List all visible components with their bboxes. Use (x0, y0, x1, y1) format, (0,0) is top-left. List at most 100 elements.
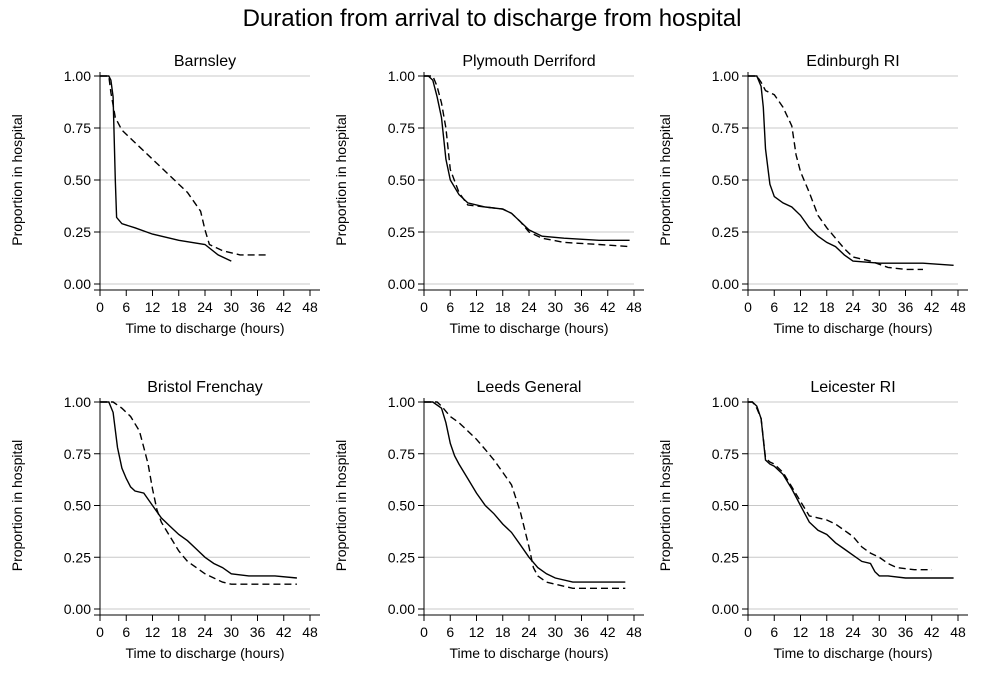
y-tick-label: 0.75 (388, 446, 415, 462)
x-tick-label: 48 (302, 299, 318, 315)
y-tick-label: 0.50 (388, 172, 415, 188)
series-line-solid (100, 401, 297, 579)
y-tick-label: 0.00 (712, 276, 739, 292)
x-tick-label: 18 (495, 624, 511, 640)
x-tick-label: 48 (950, 624, 966, 640)
series-line-solid (424, 401, 626, 583)
panel-title: Leicester RI (810, 379, 895, 396)
x-tick-label: 12 (469, 299, 485, 315)
x-tick-label: 0 (744, 624, 752, 640)
y-tick-label: 0.25 (388, 224, 415, 240)
x-tick-label: 48 (626, 624, 642, 640)
y-tick-label: 0.50 (712, 172, 739, 188)
x-tick-label: 48 (950, 299, 966, 315)
y-tick-label: 1.00 (712, 394, 739, 410)
x-tick-label: 24 (845, 299, 861, 315)
y-tick-label: 0.75 (64, 120, 91, 136)
chart-panel: Plymouth Derriford 0.00 0.25 0.50 0.75 1.00 0 6… (333, 53, 644, 336)
y-tick-label: 0.50 (64, 498, 91, 514)
x-tick-label: 42 (276, 299, 292, 315)
series-line-solid (424, 75, 630, 241)
x-tick-label: 36 (250, 624, 266, 640)
x-tick-label: 12 (145, 299, 161, 315)
series-line-dashed (424, 401, 626, 589)
y-axis-title: Proportion in hospital (9, 440, 25, 572)
x-tick-label: 42 (924, 624, 940, 640)
series-line-dashed (100, 75, 267, 256)
figure-title: Duration from arrival to discharge from … (242, 5, 742, 32)
y-axis-title: Proportion in hospital (333, 114, 349, 246)
y-tick-label: 0.50 (712, 498, 739, 514)
x-tick-label: 0 (744, 299, 752, 315)
y-axis-title: Proportion in hospital (333, 440, 349, 572)
x-tick-label: 30 (547, 299, 563, 315)
x-axis-title: Time to discharge (hours) (126, 645, 285, 661)
x-tick-label: 36 (898, 624, 914, 640)
y-tick-label: 0.00 (64, 276, 91, 292)
x-tick-label: 0 (420, 624, 428, 640)
y-tick-label: 0.75 (64, 446, 91, 462)
x-tick-label: 42 (276, 624, 292, 640)
series-line-dashed (748, 75, 923, 271)
x-tick-label: 36 (574, 624, 590, 640)
y-tick-label: 1.00 (388, 394, 415, 410)
x-axis-title: Time to discharge (hours) (126, 320, 285, 336)
x-tick-label: 48 (626, 299, 642, 315)
y-tick-label: 0.25 (712, 224, 739, 240)
x-tick-label: 42 (600, 299, 616, 315)
y-tick-label: 0.00 (712, 601, 739, 617)
chart-panel: Barnsley 0.00 0.25 0.50 0.75 1.00 0 6 12 18 24 30 36… (9, 53, 320, 336)
x-tick-label: 36 (250, 299, 266, 315)
x-tick-label: 30 (223, 624, 239, 640)
x-tick-label: 6 (122, 299, 130, 315)
y-tick-label: 0.50 (64, 172, 91, 188)
y-tick-label: 0.00 (388, 276, 415, 292)
x-tick-label: 30 (871, 624, 887, 640)
chart-panel: Leicester RI 0.00 0.25 0.50 0.75 1.00 0 6 12 18 24… (657, 379, 968, 661)
x-tick-label: 6 (122, 624, 130, 640)
x-tick-label: 18 (171, 299, 187, 315)
x-tick-label: 24 (197, 624, 213, 640)
x-tick-label: 18 (495, 299, 511, 315)
y-tick-label: 0.50 (388, 498, 415, 514)
y-tick-label: 1.00 (64, 394, 91, 410)
x-tick-label: 24 (521, 299, 537, 315)
y-tick-label: 0.75 (388, 120, 415, 136)
x-tick-label: 0 (420, 299, 428, 315)
x-tick-label: 36 (574, 299, 590, 315)
x-tick-label: 12 (469, 624, 485, 640)
chart-panel: Bristol Frenchay 0.00 0.25 0.50 0.75 1.00 0 6 12… (9, 379, 320, 661)
y-axis-title: Proportion in hospital (657, 114, 673, 246)
y-tick-label: 0.25 (712, 549, 739, 565)
series-line-dashed (100, 401, 297, 585)
y-tick-label: 0.00 (64, 601, 91, 617)
y-tick-label: 0.25 (64, 224, 91, 240)
x-tick-label: 12 (793, 299, 809, 315)
series-line-solid (100, 75, 232, 262)
x-tick-label: 12 (793, 624, 809, 640)
x-tick-label: 36 (898, 299, 914, 315)
x-tick-label: 18 (819, 624, 835, 640)
x-tick-label: 30 (547, 624, 563, 640)
x-axis-title: Time to discharge (hours) (450, 320, 609, 336)
x-tick-label: 6 (770, 624, 778, 640)
panel-title: Leeds General (477, 379, 582, 396)
x-tick-label: 18 (171, 624, 187, 640)
x-axis-title: Time to discharge (hours) (774, 320, 933, 336)
panel-title: Bristol Frenchay (147, 379, 263, 396)
x-tick-label: 12 (145, 624, 161, 640)
x-tick-label: 42 (924, 299, 940, 315)
y-tick-label: 0.25 (388, 549, 415, 565)
series-line-solid (748, 75, 954, 266)
series-line-solid (748, 401, 954, 579)
x-tick-label: 0 (96, 624, 104, 640)
x-tick-label: 6 (446, 299, 454, 315)
y-tick-label: 1.00 (64, 68, 91, 84)
chart-panel: Leeds General 0.00 0.25 0.50 0.75 1.00 0 6 12 18 2… (333, 379, 644, 661)
series-line-dashed (748, 401, 932, 571)
y-axis-title: Proportion in hospital (9, 114, 25, 246)
x-tick-label: 24 (845, 624, 861, 640)
y-tick-label: 0.25 (64, 549, 91, 565)
